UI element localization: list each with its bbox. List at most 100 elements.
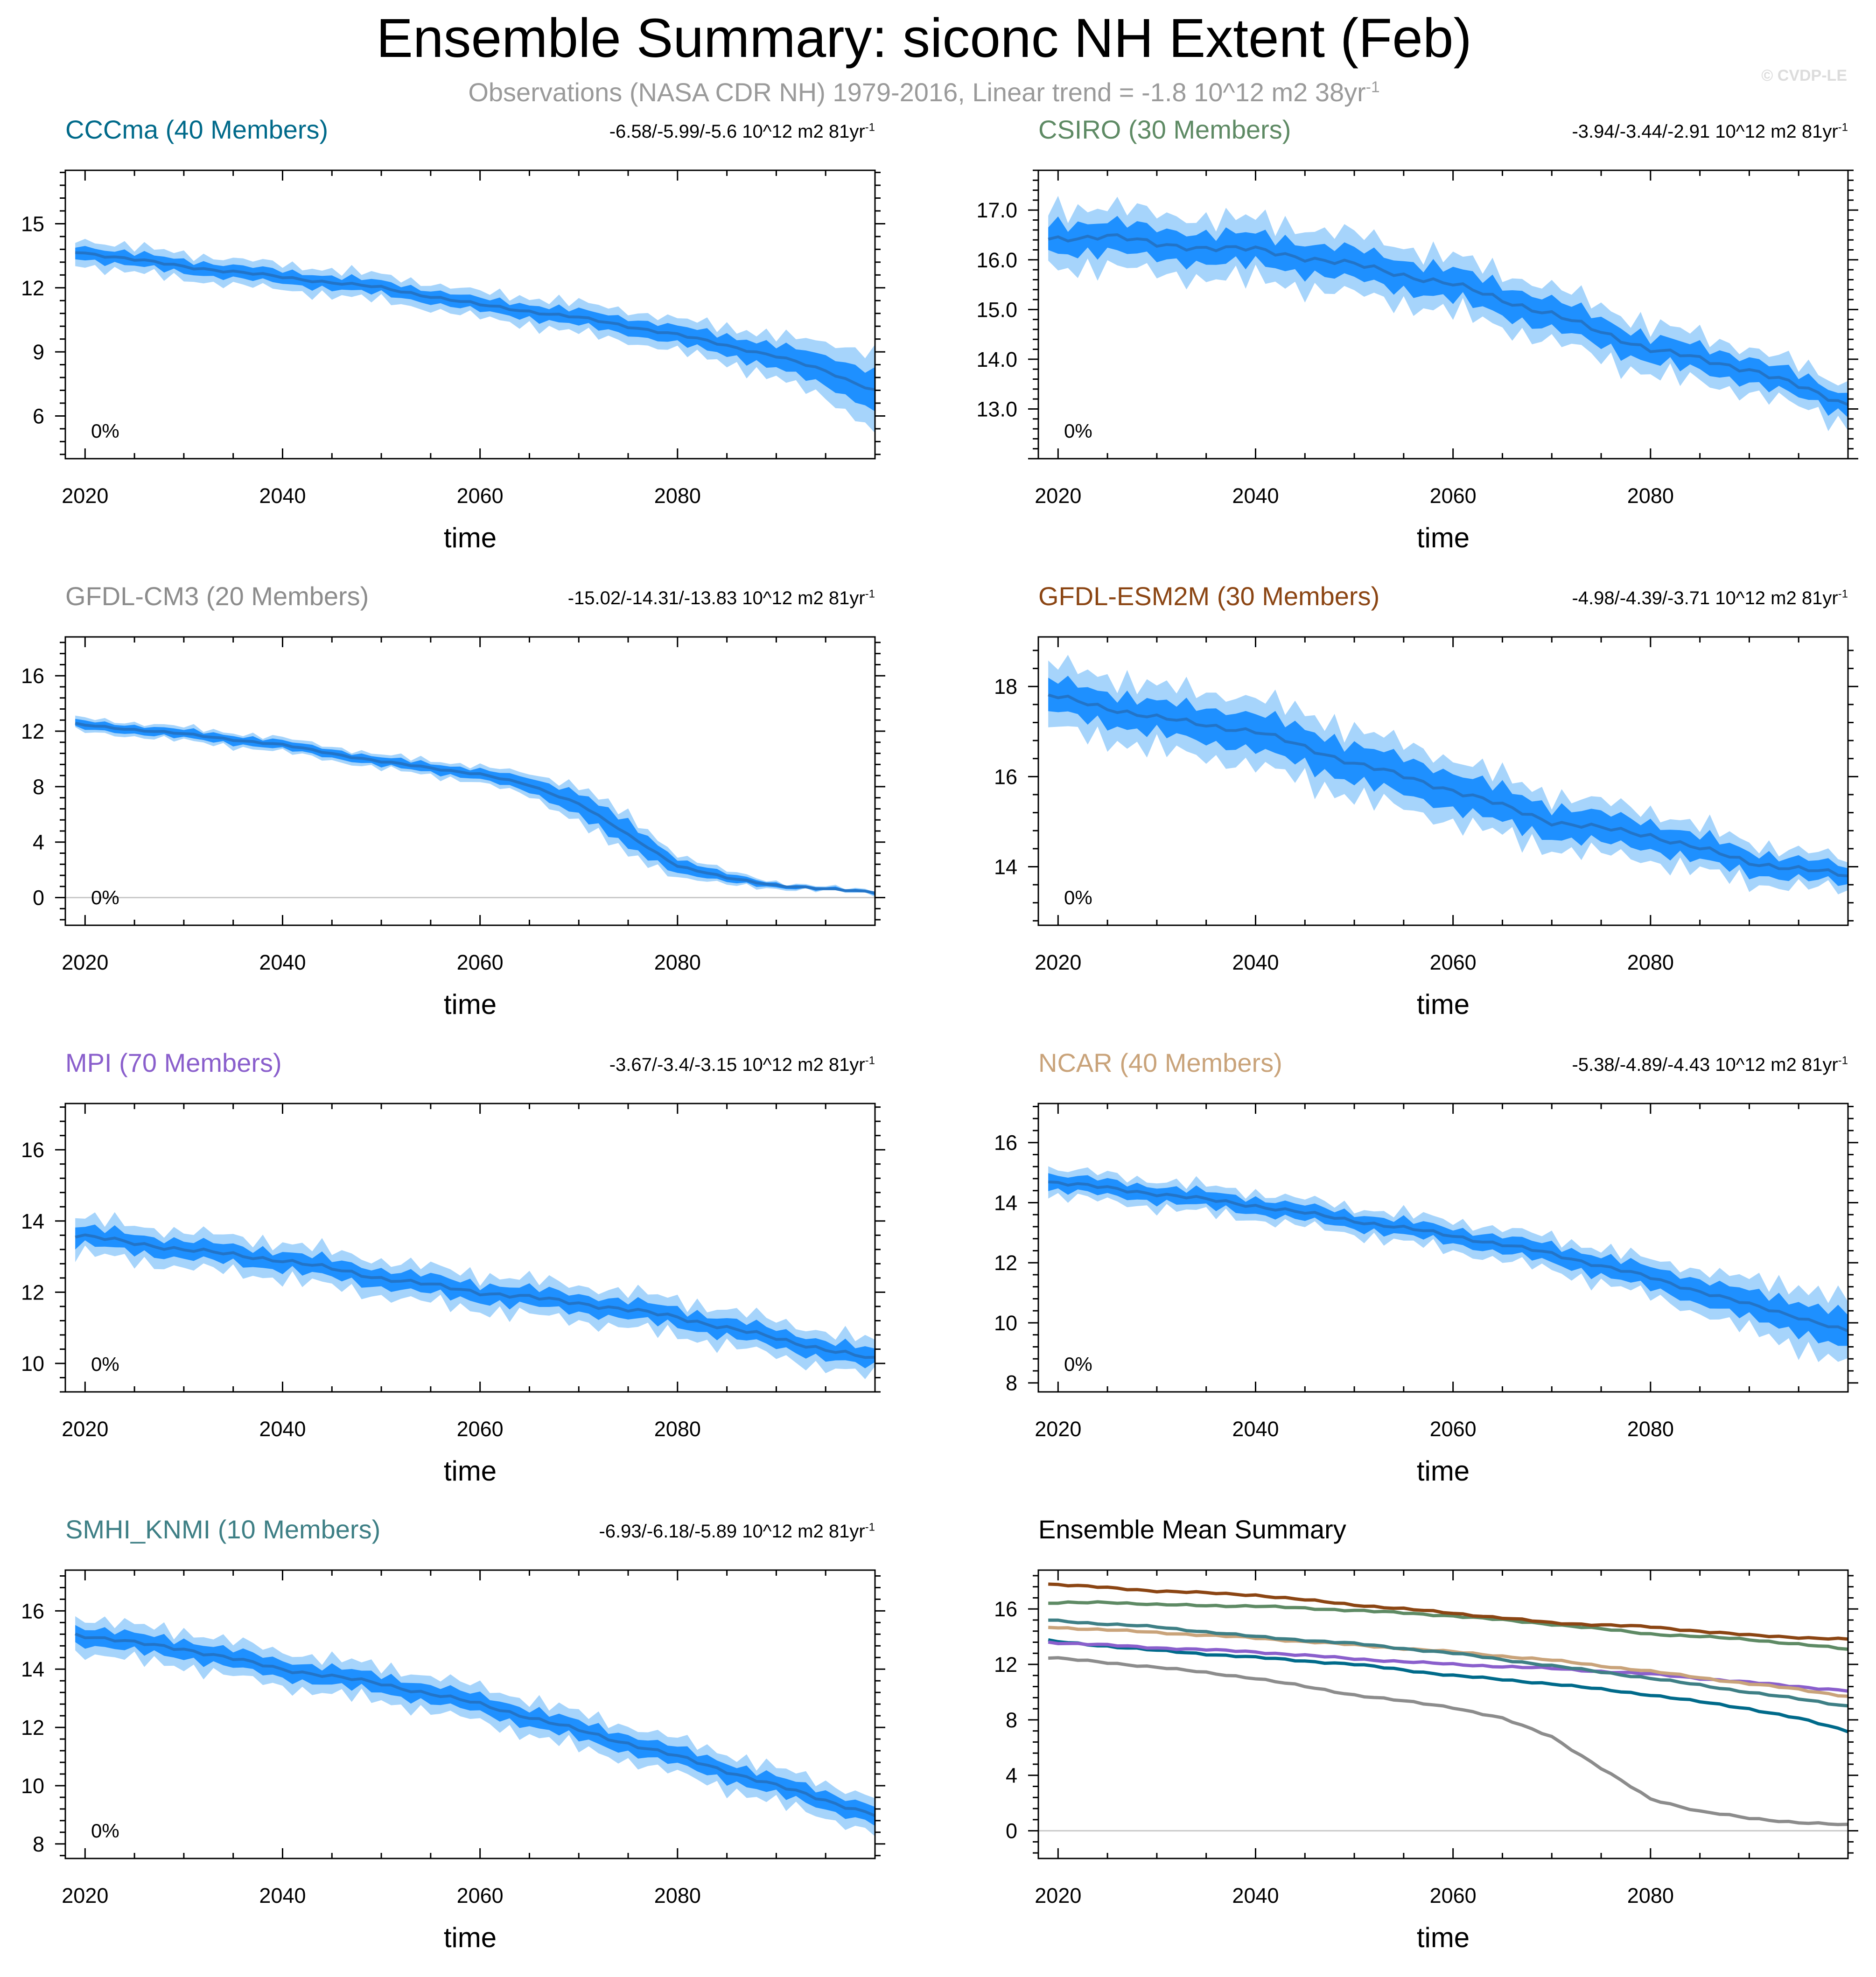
trend-text: -15.02/-14.31/-13.83 10^12 m2 81yr (567, 588, 865, 608)
y-tick-label: 16 (21, 664, 44, 688)
series-line (1048, 1582, 1848, 1641)
series-line (1048, 1600, 1848, 1651)
trend-text: -4.98/-4.39/-3.71 10^12 m2 81yr (1572, 588, 1838, 608)
y-tick-label: 10 (21, 1774, 44, 1798)
trend-label: -3.67/-3.4/-3.15 10^12 m2 81yr-1 (609, 1055, 875, 1076)
y-tick-label: 13.0 (976, 397, 1017, 421)
percent-label: 0% (91, 1820, 119, 1842)
y-tick-label: 14 (21, 1209, 44, 1233)
chart-panel: 2020 2040 2060 2080 6 9 12 15 0% time (21, 169, 885, 553)
trend-label: -4.98/-4.39/-3.71 10^12 m2 81yr-1 (1572, 588, 1848, 609)
x-tick-label: 2040 (1232, 1417, 1279, 1441)
x-tick-label: 2040 (259, 950, 306, 974)
inner-spread-band (1048, 1173, 1848, 1346)
subtitle-text: Observations (NASA CDR NH) 1979-2016, Li… (468, 77, 1366, 107)
panel-title: SMHI_KNMI (10 Members) (65, 1515, 381, 1544)
x-tick-label: 2060 (457, 1884, 504, 1907)
plot-frame (64, 1103, 876, 1393)
y-tick-label: 12 (21, 720, 44, 743)
x-tick-label: 2020 (1035, 950, 1081, 974)
inner-spread-band (75, 719, 875, 895)
trend-exponent: -1 (865, 121, 875, 134)
x-tick-label: 2060 (1430, 484, 1477, 508)
x-axis-label: time (1417, 1922, 1470, 1953)
x-tick-label: 2040 (1232, 1884, 1279, 1907)
x-tick-label: 2040 (1232, 950, 1279, 974)
trend-label: -6.93/-6.18/-5.89 10^12 m2 81yr-1 (599, 1521, 875, 1542)
trend-exponent: -1 (1838, 1054, 1848, 1067)
ensemble-mean-line (1048, 233, 1849, 406)
series-line (1048, 1638, 1849, 1733)
trend-exponent: -1 (865, 587, 875, 601)
trend-text: -3.94/-3.44/-2.91 10^12 m2 81yr (1572, 121, 1838, 142)
y-tick-label: 16 (21, 1138, 44, 1162)
trend-exponent: -1 (865, 1054, 875, 1067)
x-tick-label: 2080 (654, 484, 701, 508)
ensemble-mean-line (1048, 1181, 1849, 1333)
y-tick-label: 12 (21, 1716, 44, 1739)
y-tick-label: 15 (21, 212, 44, 236)
x-tick-label: 2020 (62, 1884, 108, 1907)
chart-panel: 2020 2040 2060 2080 0 4 8 12 16 time (994, 1569, 1858, 1953)
trend-label: -6.58/-5.99/-5.6 10^12 m2 81yr-1 (609, 121, 875, 142)
chart-panel: 2020 2040 2060 2080 8 10 12 14 16 0% time (21, 1569, 885, 1953)
panel-title: CSIRO (30 Members) (1038, 115, 1291, 144)
plot-frame (1037, 169, 1849, 460)
trend-text: -6.93/-6.18/-5.89 10^12 m2 81yr (599, 1521, 865, 1542)
x-axis-label: time (444, 989, 497, 1020)
y-tick-label: 6 (33, 404, 44, 428)
plot-frame (64, 1569, 876, 1859)
inner-spread-band (75, 1625, 875, 1826)
x-tick-label: 2040 (259, 1417, 306, 1441)
percent-label: 0% (1064, 887, 1092, 908)
percent-label: 0% (91, 887, 119, 908)
x-axis-label: time (444, 522, 497, 553)
x-tick-label: 2080 (1627, 950, 1674, 974)
y-tick-label: 16 (994, 1597, 1017, 1621)
x-tick-label: 2080 (1627, 1417, 1674, 1441)
y-tick-label: 8 (1006, 1371, 1017, 1395)
y-tick-label: 16 (994, 765, 1017, 789)
trend-text: -6.58/-5.99/-5.6 10^12 m2 81yr (609, 121, 865, 142)
x-tick-label: 2080 (654, 950, 701, 974)
panel-title: MPI (70 Members) (65, 1048, 282, 1077)
y-tick-label: 9 (33, 340, 44, 364)
plot-frame (1037, 1569, 1849, 1859)
y-tick-label: 8 (33, 1832, 44, 1856)
y-tick-label: 8 (33, 775, 44, 799)
trend-text: -3.67/-3.4/-3.15 10^12 m2 81yr (609, 1055, 865, 1075)
percent-label: 0% (1064, 420, 1092, 442)
series-line (1048, 1618, 1848, 1708)
x-axis-label: time (444, 1922, 497, 1953)
inner-spread-band (75, 246, 875, 412)
x-tick-label: 2020 (1035, 1884, 1081, 1907)
panel-title: CCCma (40 Members) (65, 115, 329, 144)
y-tick-label: 18 (994, 675, 1017, 699)
trend-label: -15.02/-14.31/-13.83 10^12 m2 81yr-1 (568, 588, 875, 609)
outer-spread-band (1048, 1166, 1848, 1362)
x-tick-label: 2040 (259, 1884, 306, 1907)
series-line (1048, 1626, 1848, 1698)
y-tick-label: 12 (994, 1251, 1017, 1275)
y-tick-label: 14 (994, 855, 1017, 879)
x-tick-label: 2060 (1430, 1884, 1477, 1907)
outer-spread-band (75, 715, 875, 897)
chart-panel: 2020 2040 2060 2080 8 10 12 14 16 0% time (994, 1103, 1858, 1487)
percent-label: 0% (91, 420, 119, 442)
chart-panel: 2020 2040 2060 2080 0 4 8 12 16 0% time (21, 636, 885, 1020)
x-tick-label: 2020 (1035, 484, 1081, 508)
y-tick-label: 8 (1006, 1708, 1017, 1732)
inner-spread-band (1048, 216, 1848, 418)
panel-title: GFDL-ESM2M (30 Members) (1038, 581, 1380, 611)
x-axis-label: time (444, 1455, 497, 1487)
ensemble-mean-line (75, 1233, 875, 1359)
y-tick-label: 0 (33, 886, 44, 910)
panel-title: GFDL-CM3 (20 Members) (65, 581, 369, 611)
x-tick-label: 2060 (457, 484, 504, 508)
x-tick-label: 2020 (1035, 1417, 1081, 1441)
x-axis-label: time (1417, 989, 1470, 1020)
x-tick-label: 2020 (62, 1417, 108, 1441)
page-subtitle: Observations (NASA CDR NH) 1979-2016, Li… (0, 77, 1848, 107)
inner-spread-band (1048, 676, 1848, 886)
series-line (1048, 1656, 1848, 1826)
